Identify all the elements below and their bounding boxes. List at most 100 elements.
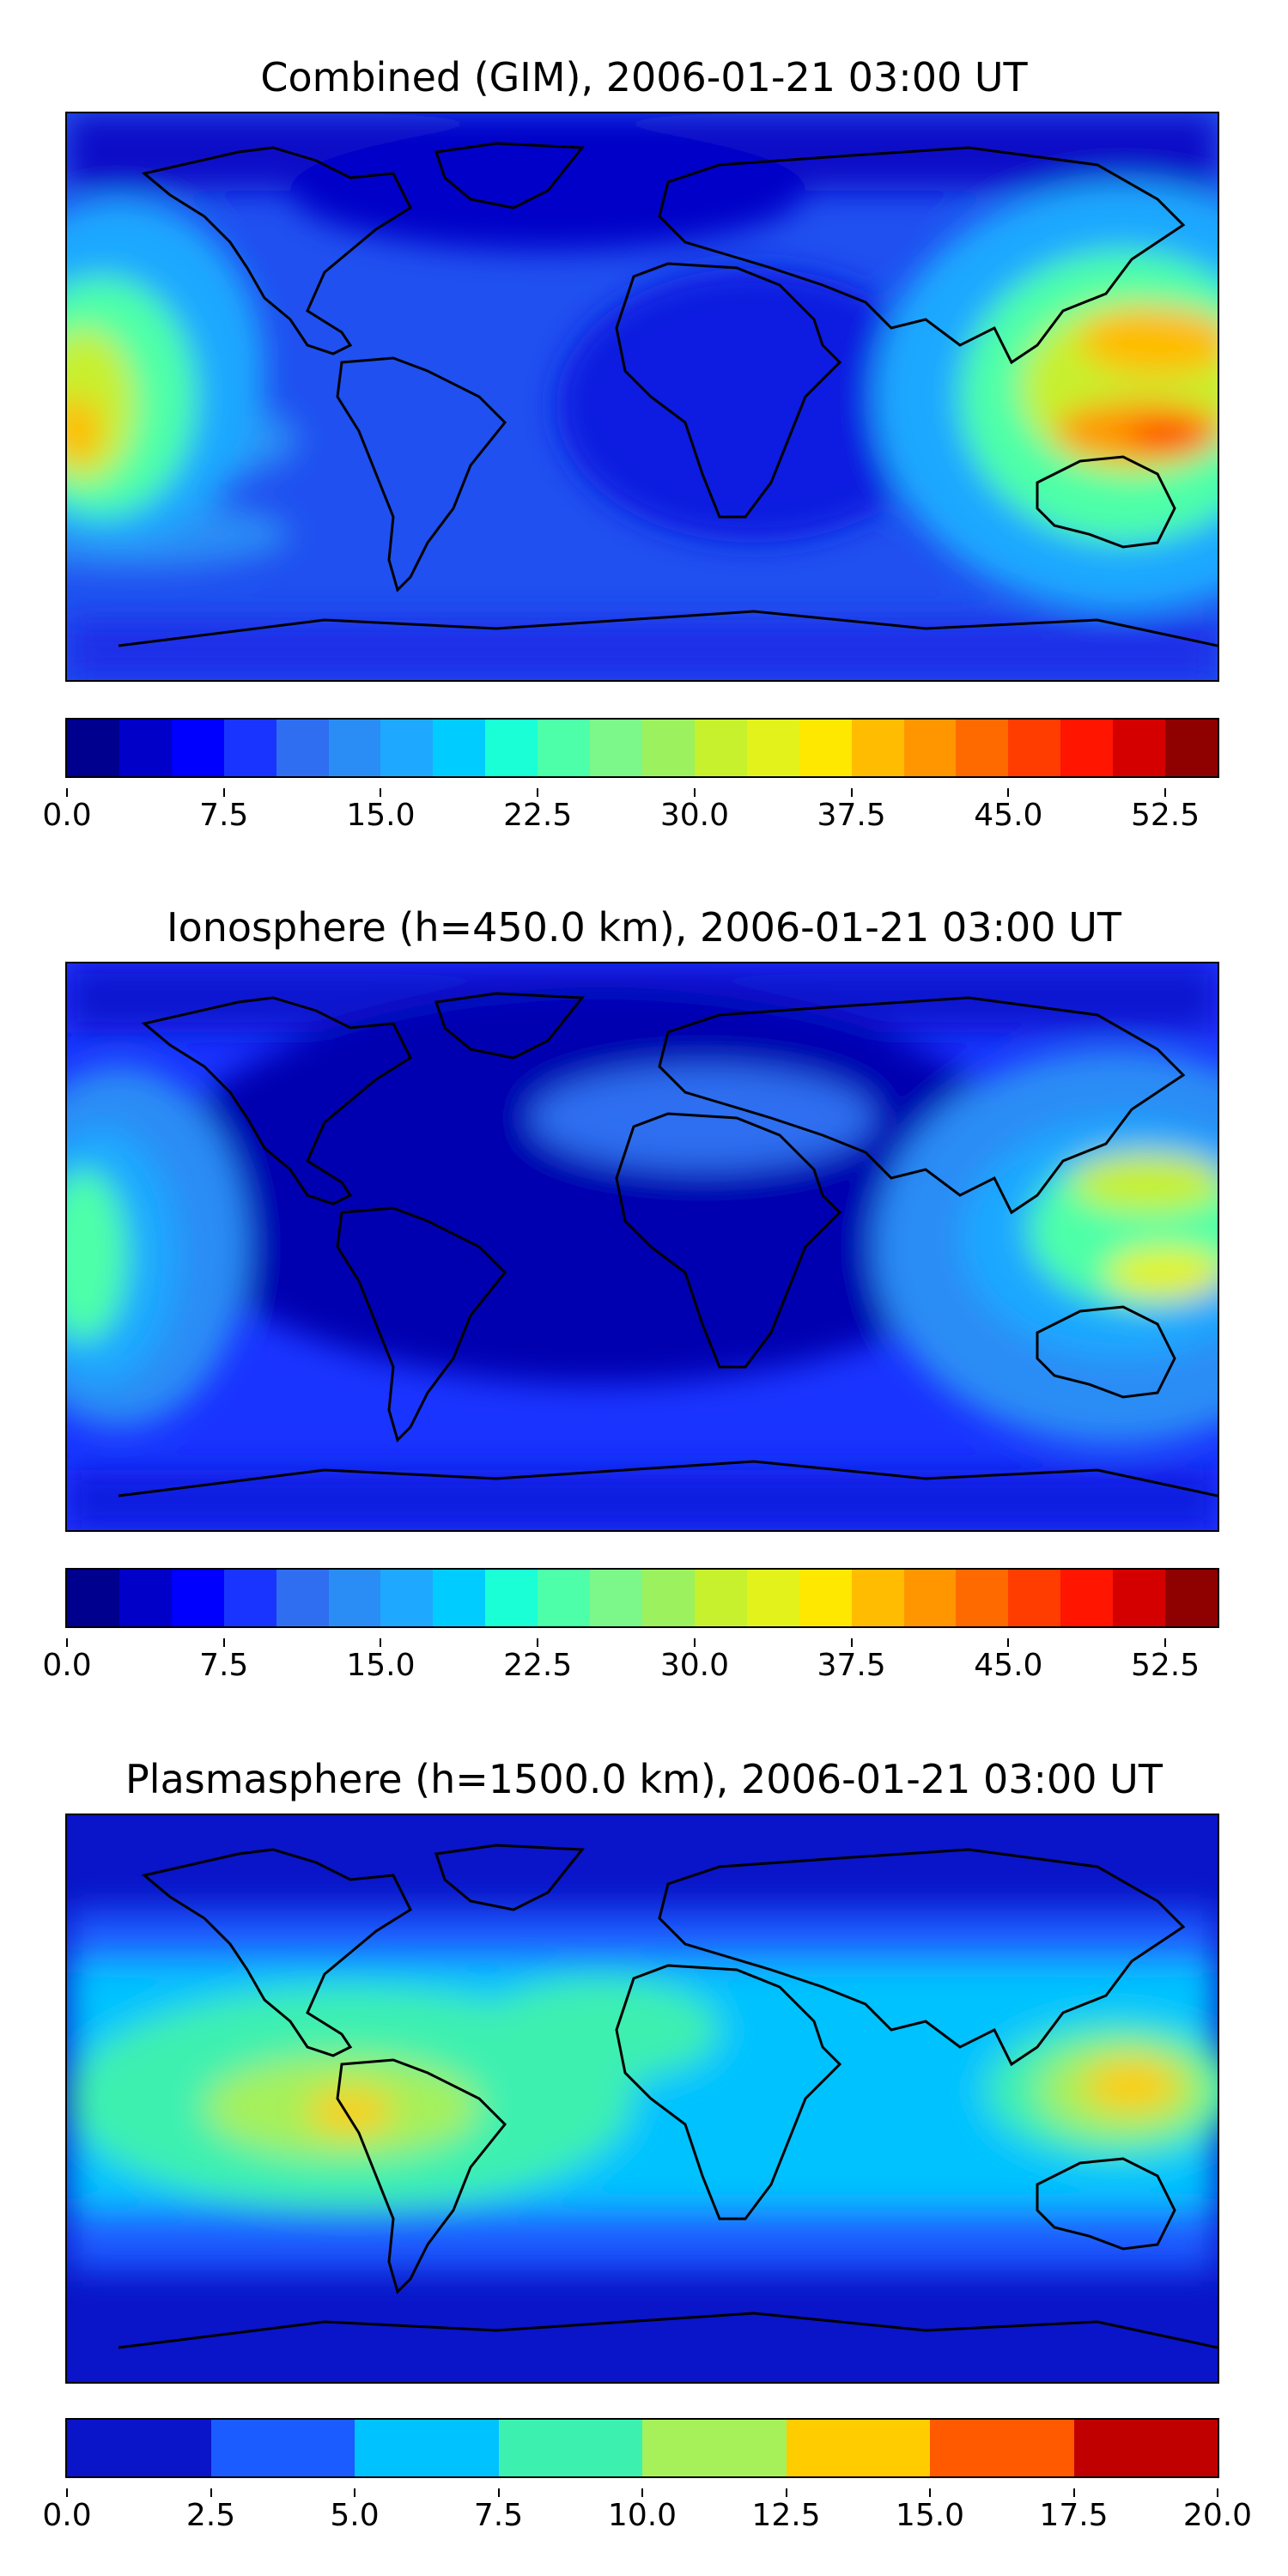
colorbar-tick-mark — [66, 1638, 68, 1647]
colorbar-tick-label: 30.0 — [659, 798, 729, 833]
panel-3-colorbar — [65, 2418, 1219, 2478]
colorbar-tick-mark — [641, 2488, 643, 2497]
colorbar-tick-mark — [354, 2488, 355, 2497]
colorbar-tick-mark — [929, 2488, 931, 2497]
panel-1-map — [65, 112, 1219, 682]
colorbar-tick-label: 15.0 — [346, 798, 416, 833]
colorbar-segment — [380, 1570, 434, 1626]
colorbar-segment — [851, 720, 904, 776]
colorbar-tick-label: 2.5 — [185, 2498, 236, 2533]
colorbar-tick-mark — [222, 788, 225, 797]
colorbar-segment — [590, 720, 642, 776]
colorbar-segment — [67, 1570, 119, 1626]
colorbar-tick-mark — [66, 2488, 68, 2497]
colorbar-segment — [799, 1570, 852, 1626]
colorbar-segment — [1165, 1570, 1218, 1626]
colorbar-segment — [498, 2420, 642, 2476]
colorbar-tick-mark — [497, 2488, 500, 2497]
colorbar-segment — [786, 2420, 930, 2476]
colorbar-tick-label: 7.5 — [199, 1648, 249, 1683]
colorbar-tick-label: 0.0 — [42, 2498, 92, 2533]
panel-3-map — [65, 1814, 1219, 2384]
colorbar-tick-label: 12.5 — [751, 2498, 821, 2533]
colorbar-tick-mark — [380, 1638, 382, 1647]
panel-3-title: Plasmasphere (h=1500.0 km), 2006-01-21 0… — [125, 1756, 1163, 1802]
colorbar-segment — [433, 720, 486, 776]
colorbar-segment — [171, 1570, 224, 1626]
colorbar-segment — [1008, 1570, 1061, 1626]
colorbar-tick-mark — [693, 788, 696, 797]
colorbar-tick-mark — [222, 1638, 225, 1647]
panel-1-colorbar — [65, 718, 1219, 778]
colorbar-tick-mark — [785, 2488, 787, 2497]
colorbar-segment — [118, 1570, 172, 1626]
colorbar-tick-label: 20.0 — [1182, 2498, 1253, 2533]
colorbar-tick-label: 10.0 — [607, 2498, 677, 2533]
colorbar-tick-mark — [1007, 1638, 1010, 1647]
colorbar-tick-label: 0.0 — [42, 798, 92, 833]
colorbar-segment — [1113, 1570, 1166, 1626]
colorbar-segment — [1113, 720, 1166, 776]
colorbar-segment — [1073, 2420, 1218, 2476]
colorbar-segment — [746, 720, 799, 776]
colorbar-segment — [851, 1570, 904, 1626]
colorbar-segment — [746, 1570, 799, 1626]
colorbar-tick-mark — [210, 2488, 212, 2497]
panel-2-colorbar — [65, 1568, 1219, 1628]
colorbar-tick-mark — [850, 788, 853, 797]
colorbar-segment — [1060, 1570, 1114, 1626]
colorbar-tick-label: 37.5 — [817, 798, 886, 833]
colorbar-segment — [641, 720, 695, 776]
colorbar-segment — [538, 720, 591, 776]
colorbar-tick-label: 22.5 — [503, 798, 573, 833]
colorbar-segment — [276, 1570, 329, 1626]
colorbar-tick-mark — [1217, 2488, 1218, 2497]
colorbar-segment — [1060, 720, 1114, 776]
colorbar-segment — [485, 720, 538, 776]
panel-1-title: Combined (GIM), 2006-01-21 03:00 UT — [260, 54, 1028, 100]
colorbar-segment — [67, 2420, 211, 2476]
colorbar-tick-mark — [537, 1638, 539, 1647]
colorbar-segment — [694, 720, 747, 776]
colorbar-tick-label: 22.5 — [503, 1648, 573, 1683]
colorbar-tick-label: 45.0 — [974, 798, 1043, 833]
colorbar-segment — [223, 1570, 276, 1626]
colorbar-segment — [328, 720, 381, 776]
colorbar-segment — [903, 1570, 957, 1626]
panel-3-colorbar-ticks: 0.0 2.5 5.0 7.5 10.0 12.5 15.0 17.5 20.0 — [42, 2488, 1252, 2549]
colorbar-tick-mark — [850, 1638, 853, 1647]
colorbar-tick-label: 5.0 — [330, 2498, 380, 2533]
colorbar-tick-label: 30.0 — [659, 1648, 729, 1683]
colorbar-tick-label: 45.0 — [974, 1648, 1043, 1683]
colorbar-tick-label: 52.5 — [1131, 798, 1200, 833]
colorbar-segment — [276, 720, 329, 776]
colorbar-tick-mark — [1164, 788, 1167, 797]
colorbar-tick-label: 37.5 — [817, 1648, 886, 1683]
colorbar-tick-mark — [380, 788, 382, 797]
colorbar-segment — [223, 720, 276, 776]
colorbar-tick-label: 7.5 — [199, 798, 249, 833]
colorbar-tick-label: 7.5 — [473, 2498, 524, 2533]
colorbar-segment — [538, 1570, 591, 1626]
colorbar-segment — [799, 720, 852, 776]
colorbar-segment — [118, 720, 172, 776]
colorbar-segment — [694, 1570, 747, 1626]
colorbar-segment — [590, 1570, 642, 1626]
colorbar-tick-mark — [693, 1638, 696, 1647]
colorbar-segment — [642, 2420, 787, 2476]
colorbar-tick-mark — [537, 788, 539, 797]
colorbar-segment — [67, 720, 119, 776]
colorbar-tick-label: 15.0 — [346, 1648, 416, 1683]
colorbar-segment — [1008, 720, 1061, 776]
colorbar-tick-mark — [1072, 2488, 1075, 2497]
colorbar-segment — [956, 1570, 1009, 1626]
colorbar-segment — [956, 720, 1009, 776]
panel-2-colorbar-ticks: 0.0 7.5 15.0 22.5 30.0 37.5 45.0 52.5 — [42, 1638, 1218, 1698]
colorbar-segment — [930, 2420, 1074, 2476]
colorbar-segment — [328, 1570, 381, 1626]
colorbar-tick-mark — [1164, 1638, 1167, 1647]
colorbar-segment — [355, 2420, 499, 2476]
colorbar-segment — [380, 720, 434, 776]
colorbar-tick-label: 15.0 — [895, 2498, 965, 2533]
colorbar-tick-label: 17.5 — [1039, 2498, 1109, 2533]
